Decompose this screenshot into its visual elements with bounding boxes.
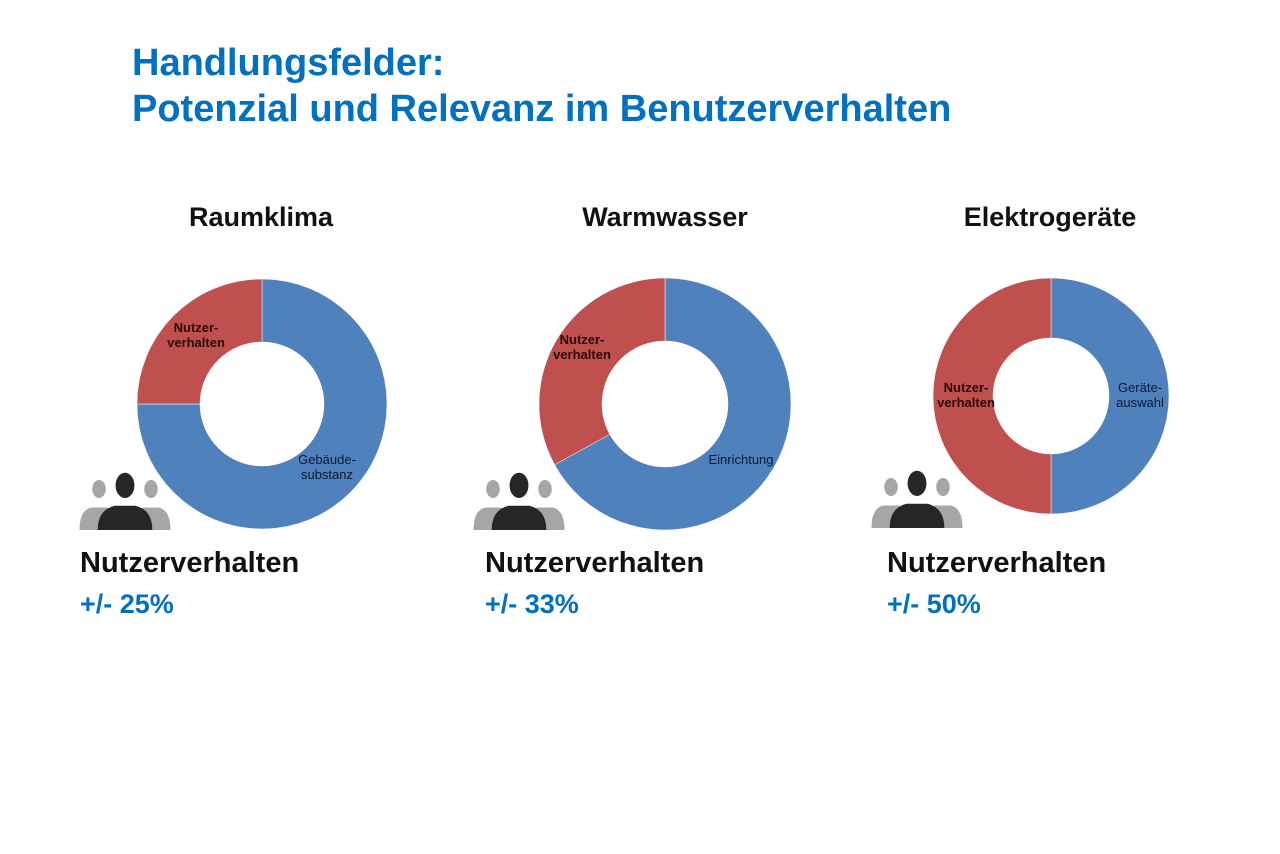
title-line-1: Handlungsfelder: <box>132 42 445 84</box>
chart-title-warmwasser: Warmwasser <box>582 202 748 232</box>
people-group-icon <box>79 472 171 530</box>
donut-1-slice-2 <box>136 278 263 405</box>
slide-title: Handlungsfelder: Potenzial und Relevanz … <box>132 40 951 132</box>
donut-2-slice-1 <box>554 277 792 531</box>
donut-2-slice-2 <box>538 277 666 466</box>
title-line-2: Potenzial und Relevanz im Benutzerverhal… <box>132 88 952 130</box>
chart-title-elektrogeraete: Elektrogeräte <box>963 202 1137 232</box>
value-label-2: +/- 33% <box>485 589 579 619</box>
donut-1-slice-1-label: Gebäude-substanz <box>298 452 356 482</box>
donut-2-slice-2-label: Nutzer-verhalten <box>553 332 611 362</box>
value-label-3: +/- 50% <box>887 589 981 619</box>
people-group-icon <box>871 470 963 528</box>
donut-1-slice-2-label: Nutzer-verhalten <box>167 320 225 350</box>
chart-title-raumklima: Raumklima <box>188 202 334 232</box>
people-group-icon <box>473 472 565 530</box>
caption-2: Nutzerverhalten <box>485 547 705 579</box>
value-label-1: +/- 25% <box>80 589 174 619</box>
donut-1-slice-1 <box>136 278 388 530</box>
donut-2-slice-1-label: Einrichtung <box>708 452 773 467</box>
donut-3-slice-1-label: Geräte-auswahl <box>1116 380 1164 410</box>
caption-1: Nutzerverhalten <box>80 547 300 579</box>
donut-3-slice-2-label: Nutzer-verhalten <box>937 380 995 410</box>
caption-3: Nutzerverhalten <box>887 547 1107 579</box>
